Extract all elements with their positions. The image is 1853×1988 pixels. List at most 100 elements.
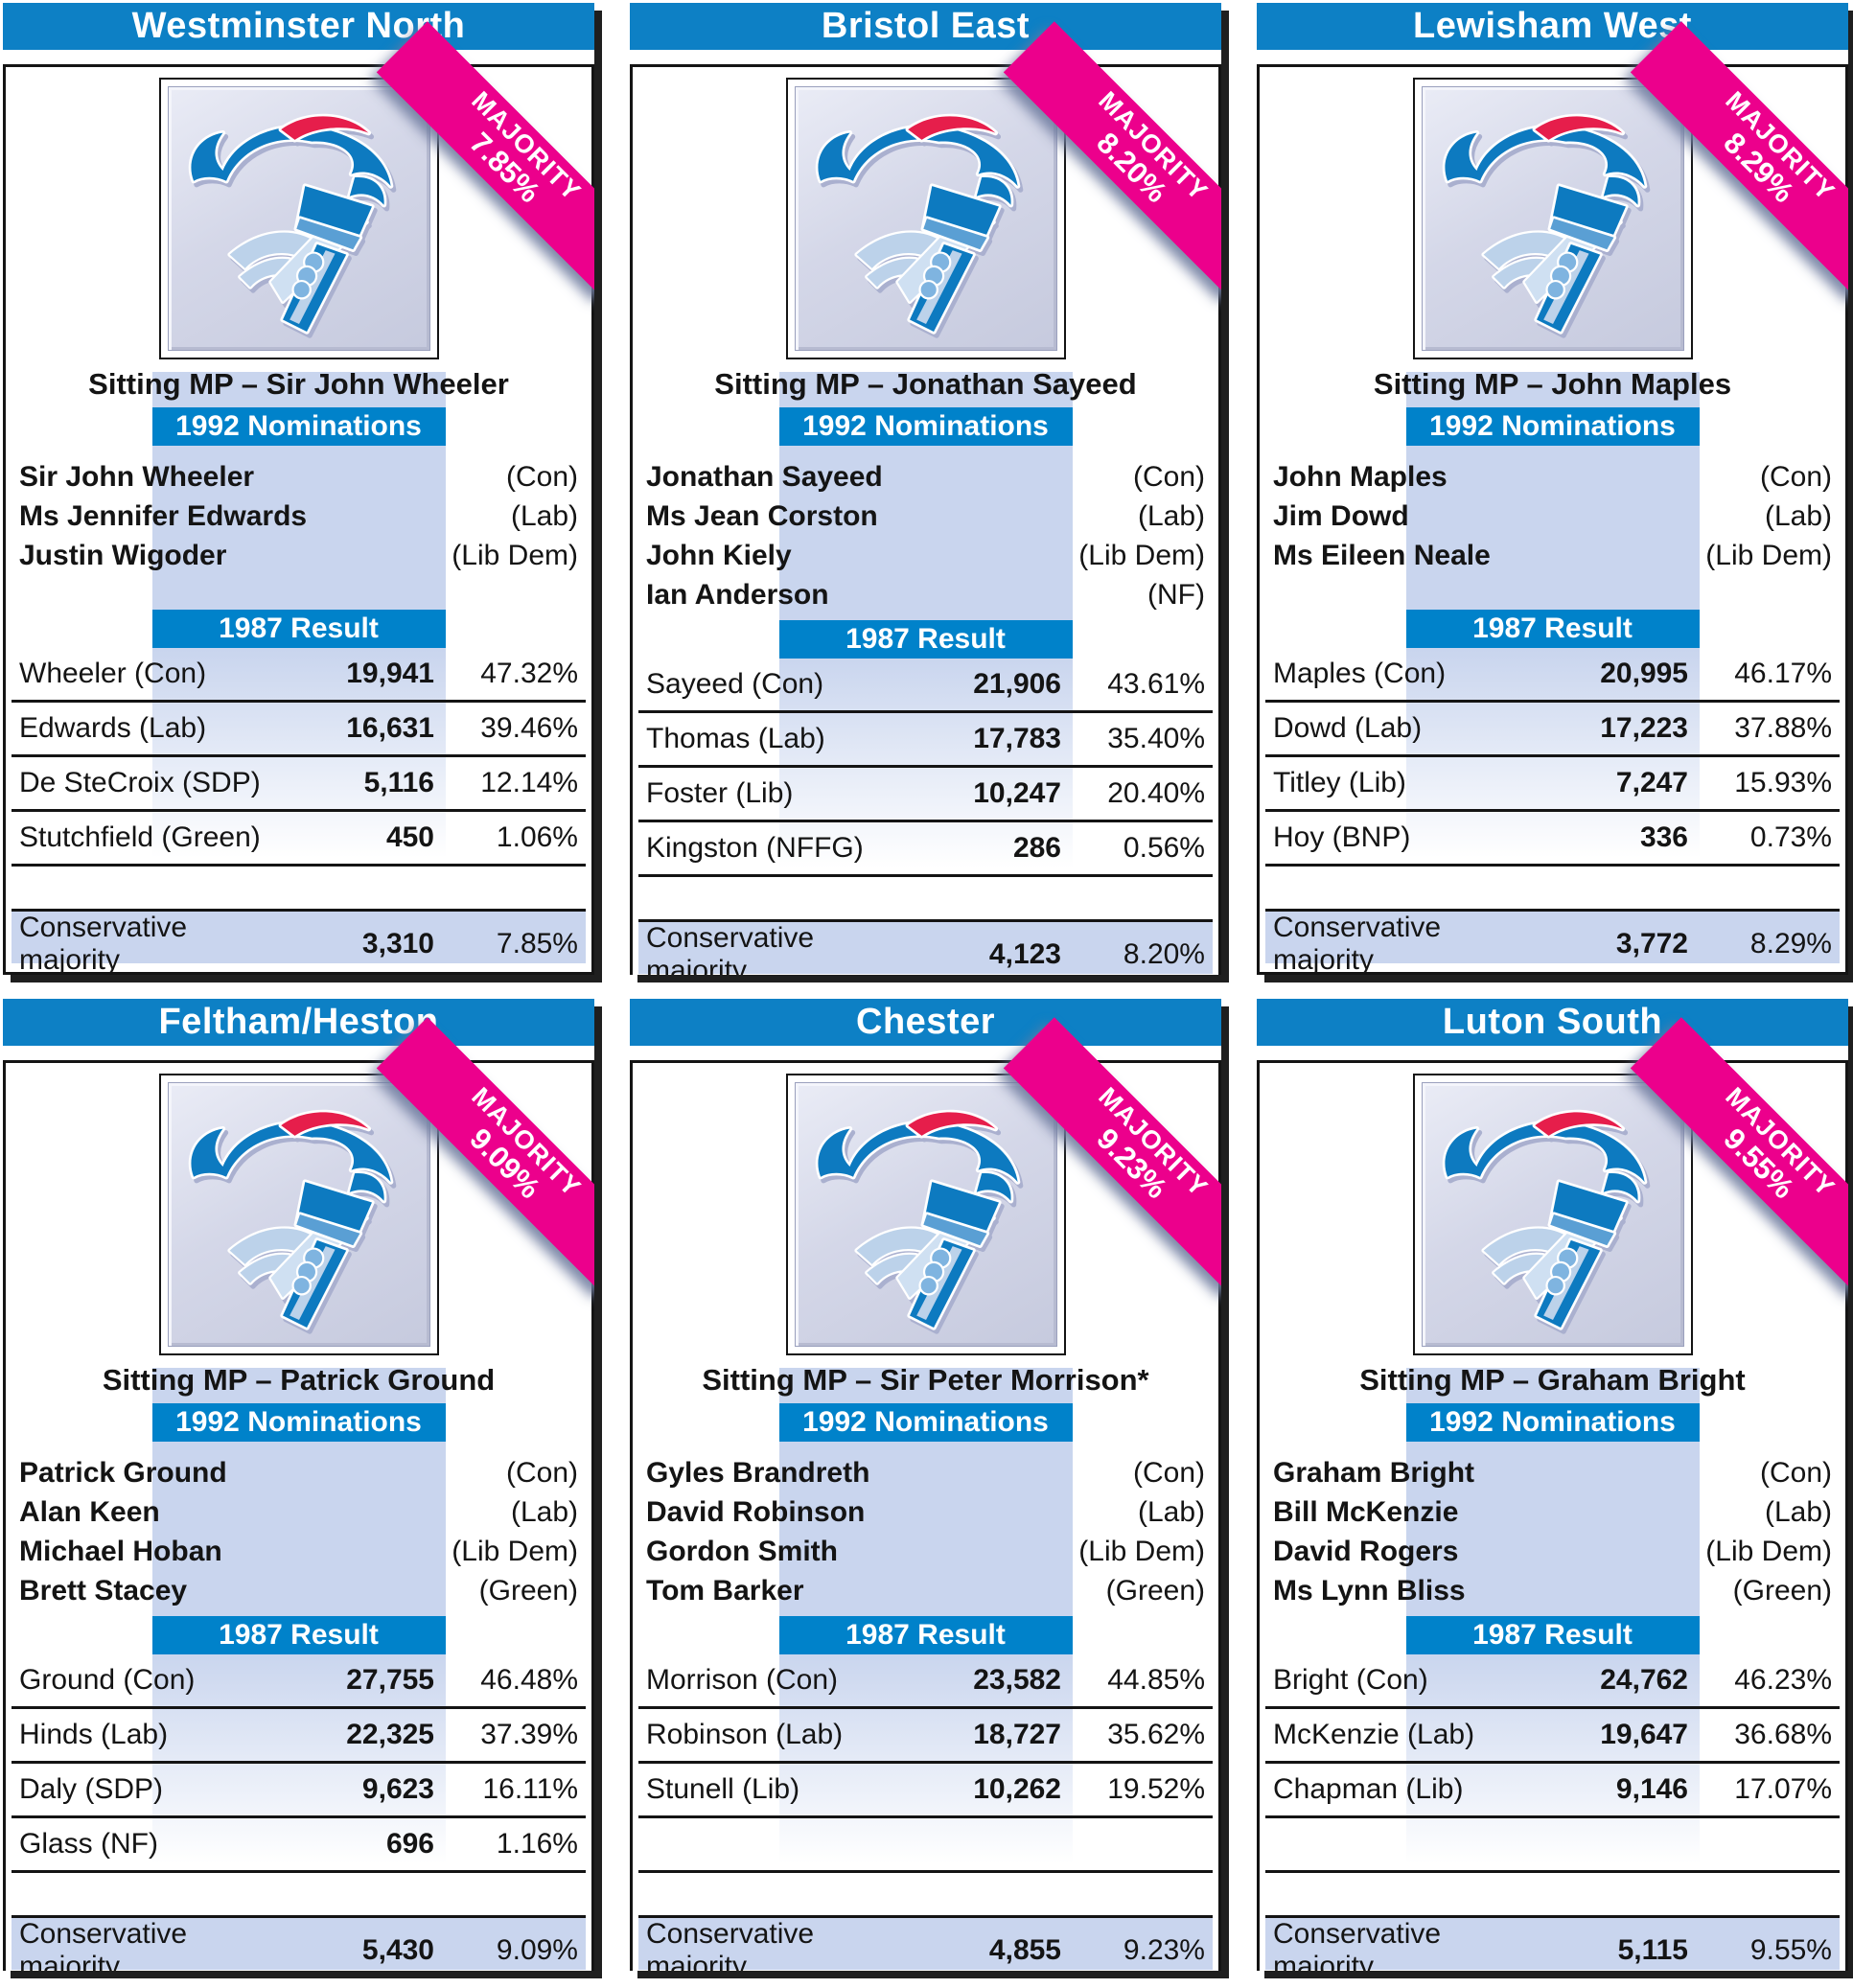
nominee-name: Alan Keen	[19, 1496, 160, 1528]
result-pct: 43.61%	[1107, 668, 1205, 700]
result-row-empty	[638, 1818, 1213, 1873]
result-row: McKenzie (Lab) 19,647 36.68%	[1265, 1709, 1840, 1764]
result-row: Morrison (Con) 23,582 44.85%	[638, 1654, 1213, 1709]
result-candidate: Titley (Lib)	[1273, 767, 1406, 798]
result-row: Stunell (Lib) 10,262 19.52%	[638, 1764, 1213, 1818]
result-candidate: Hinds (Lab)	[19, 1719, 169, 1750]
result-row: Stutchfield (Green) 450 1.06%	[12, 812, 586, 867]
nominee-party: (Green)	[1105, 1575, 1205, 1607]
spacer	[6, 867, 591, 909]
constituency-title-bar: Chester	[630, 999, 1221, 1046]
conservative-torch-icon	[816, 113, 1021, 335]
nominee-name: Bill McKenzie	[1273, 1496, 1459, 1528]
nominations-header: 1992 Nominations	[1405, 407, 1700, 446]
party-logo-background	[167, 86, 430, 351]
nomination-row: Jonathan Sayeed (Con)	[633, 457, 1218, 497]
result-votes: 19,941	[346, 658, 434, 689]
nominations-header: 1992 Nominations	[151, 407, 446, 446]
nominee-name: Justin Wigoder	[19, 540, 227, 571]
constituency-card: Lewisham West MAJORITY 8.29%	[1257, 3, 1848, 975]
party-logo-frame	[158, 1074, 439, 1355]
nomination-row: Sir John Wheeler (Con)	[6, 457, 591, 497]
nomination-row: Jim Dowd (Lab)	[1260, 497, 1845, 536]
nominee-name: Ms Lynn Bliss	[1273, 1575, 1466, 1607]
sitting-mp-line: Sitting MP – John Maples	[1373, 367, 1732, 401]
result-pct: 46.23%	[1734, 1664, 1832, 1696]
majority-row: Conservative majority 4,855 9.23%	[638, 1915, 1213, 1971]
result-votes: 696	[385, 1828, 434, 1860]
result-votes: 450	[385, 821, 434, 853]
result-row: Wheeler (Con) 19,941 47.32%	[12, 648, 586, 703]
party-logo-frame	[1412, 78, 1693, 359]
result-candidate: Dowd (Lab)	[1273, 712, 1423, 744]
majority-label: Conservative majority	[1273, 912, 1442, 975]
constituency-card: Westminster North MAJORITY 7.85%	[3, 3, 594, 975]
conservative-torch-icon	[1443, 1109, 1648, 1330]
nomination-row: David Rogers (Lib Dem)	[1260, 1532, 1845, 1571]
result-votes: 7,247	[1615, 767, 1688, 798]
party-logo-frame	[158, 78, 439, 359]
card-body: MAJORITY 8.29%	[1257, 21, 1848, 975]
result-candidate: Chapman (Lib)	[1273, 1773, 1464, 1805]
result-pct: 1.16%	[496, 1828, 578, 1860]
result-votes: 27,755	[346, 1664, 434, 1696]
party-logo-background	[1421, 1082, 1684, 1347]
result-header: 1987 Result	[778, 620, 1073, 659]
result-row: Edwards (Lab) 16,631 39.46%	[12, 703, 586, 757]
nominations-list: Jonathan Sayeed (Con) Ms Jean Corston (L…	[633, 457, 1218, 614]
result-pct: 46.17%	[1734, 658, 1832, 689]
nomination-row: Alan Keen (Lab)	[6, 1492, 591, 1532]
result-candidate: Sayeed (Con)	[646, 668, 824, 700]
majority-pct: 8.29%	[1749, 928, 1832, 959]
card-body: MAJORITY 7.85%	[3, 21, 594, 975]
nominee-name: Ian Anderson	[646, 579, 829, 611]
nomination-row: Michael Hoban (Lib Dem)	[6, 1532, 591, 1571]
constituency-card: Bristol East MAJORITY 8.20%	[630, 3, 1221, 975]
nominee-party: (NF)	[1147, 579, 1205, 611]
nominations-list: John Maples (Con) Jim Dowd (Lab) Ms Eile…	[1260, 457, 1845, 604]
constituency-title-bar: Luton South	[1257, 999, 1848, 1046]
constituency-name: Feltham/Heston	[158, 1002, 439, 1042]
nomination-row: John Maples (Con)	[1260, 457, 1845, 497]
result-pct: 35.40%	[1107, 723, 1205, 754]
result-candidate: Bright (Con)	[1273, 1664, 1428, 1696]
result-header: 1987 Result	[778, 1616, 1073, 1654]
constituency-name: Luton South	[1442, 1002, 1663, 1042]
nomination-row: Patrick Ground (Con)	[6, 1453, 591, 1492]
nomination-row: John Kiely (Lib Dem)	[633, 536, 1218, 575]
sitting-mp-line: Sitting MP – Graham Bright	[1359, 1363, 1746, 1397]
result-candidate: Robinson (Lab)	[646, 1719, 844, 1750]
card-body: MAJORITY 9.55%	[1257, 1017, 1848, 1971]
party-logo-background	[794, 1082, 1057, 1347]
nominee-name: Brett Stacey	[19, 1575, 188, 1607]
result-candidate: De SteCroix (SDP)	[19, 767, 261, 798]
result-row: Hoy (BNP) 336 0.73%	[1265, 812, 1840, 867]
result-pct: 37.39%	[480, 1719, 578, 1750]
result-candidate: Kingston (NFFG)	[646, 832, 864, 864]
party-logo-frame	[1412, 1074, 1693, 1355]
results-table: Wheeler (Con) 19,941 47.32% Edwards (Lab…	[6, 648, 591, 867]
result-candidate: Foster (Lib)	[646, 777, 794, 809]
constituency-title-bar: Lewisham West	[1257, 3, 1848, 50]
spacer	[633, 877, 1218, 919]
conservative-torch-icon	[189, 113, 394, 335]
nomination-row: Ian Anderson (NF)	[633, 575, 1218, 614]
sitting-mp-line: Sitting MP – Sir Peter Morrison*	[702, 1363, 1149, 1397]
result-pct: 1.06%	[496, 821, 578, 853]
nomination-row: Ms Jennifer Edwards (Lab)	[6, 497, 591, 536]
majority-label: Conservative majority	[19, 1918, 188, 1971]
nominee-party: (Con)	[1132, 461, 1205, 493]
result-row: Titley (Lib) 7,247 15.93%	[1265, 757, 1840, 812]
result-candidate: Stutchfield (Green)	[19, 821, 261, 853]
nominee-party: (Green)	[1732, 1575, 1832, 1607]
result-candidate: McKenzie (Lab)	[1273, 1719, 1475, 1750]
majority-votes: 4,855	[988, 1934, 1061, 1966]
result-votes: 21,906	[973, 668, 1061, 700]
nomination-row: Graham Bright (Con)	[1260, 1453, 1845, 1492]
nomination-row: Gyles Brandreth (Con)	[633, 1453, 1218, 1492]
nominee-name: David Robinson	[646, 1496, 866, 1528]
nominee-name: John Maples	[1273, 461, 1448, 493]
result-pct: 35.62%	[1107, 1719, 1205, 1750]
result-pct: 16.11%	[482, 1773, 578, 1805]
nomination-row: Ms Jean Corston (Lab)	[633, 497, 1218, 536]
